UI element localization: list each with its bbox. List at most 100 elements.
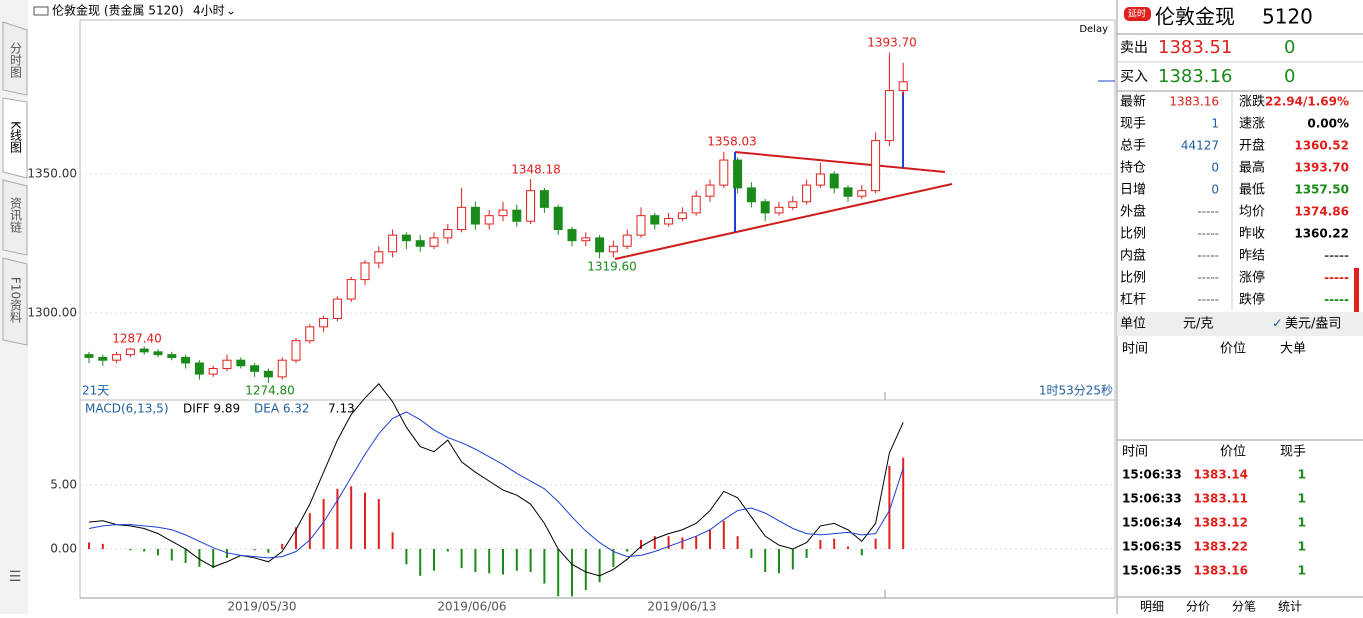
macd-bar [157,548,159,556]
candle-body [208,368,218,375]
macd-bar [488,548,491,574]
peak-label: 1348.18 [511,163,561,177]
y-tick-label: 5.00 [50,477,77,491]
candle-body [415,240,425,247]
candle-body [125,348,135,356]
candle-body [636,215,646,236]
macd-bar [791,548,794,570]
peak-label: 1287.40 [112,332,162,346]
peak-label: 1393.70 [867,36,917,50]
buy-price: 1383.16 [1158,66,1232,87]
scrollbar[interactable] [1354,268,1359,314]
quote-code: 5120 [1262,5,1313,29]
trade-time: 15:06:33 [1122,492,1182,506]
macd-bar [640,540,642,549]
macd-bar [847,546,849,549]
tab-label[interactable]: 分时图 [9,42,23,78]
candle-body [857,190,867,197]
macd-bar [101,543,104,549]
candle-body [139,348,149,353]
stat-value: 1357.50 [1294,183,1349,197]
bottom-tab[interactable]: 分笔 [1232,599,1256,614]
tab-label[interactable]: 资讯链 [9,197,23,233]
stat-label: 比例 [1120,227,1146,242]
stat-label: 跌停 [1239,292,1265,308]
candle-body [788,201,798,208]
macd-bar [253,548,256,551]
dropdown-arrow[interactable]: ⌄ [226,4,236,18]
unit-option[interactable]: 美元/盎司 [1285,317,1341,332]
macd-bar [405,548,408,565]
sell-qty: 0 [1284,37,1295,58]
macd-bar [667,536,670,549]
period[interactable]: 4小时 [193,4,225,18]
macd-bar [350,486,353,549]
candle-body [774,206,784,214]
macd-bar [764,548,767,573]
candle-body [263,370,273,378]
candle-body [664,217,674,225]
candle-body [360,262,370,281]
macd-bar [750,548,753,558]
candle-body [677,212,687,219]
macd-bar [860,548,863,556]
candle-body [871,140,881,192]
tab-label[interactable]: F10资料 [9,277,23,323]
macd-bar [778,548,780,574]
stat-label: 比例 [1120,271,1146,286]
stat-value: ----- [1197,227,1219,241]
candle-body [388,234,398,253]
countdown: 1时53分25秒 [1039,384,1113,398]
tab[interactable] [2,179,28,256]
trade-time: 15:06:35 [1122,564,1182,578]
col-header: 时间 [1122,342,1148,357]
stat-label: 内盘 [1120,248,1146,264]
macd-value: 7.13 [328,402,355,416]
macd-bar [129,548,132,551]
stat-value: 1 [1211,117,1219,131]
unit-option[interactable]: 元/克 [1183,317,1213,332]
candle-body [429,237,439,247]
candle-body [843,187,853,197]
candle-body [153,351,163,356]
stat-value: 1374.86 [1294,205,1349,219]
stat-label: 开盘 [1239,138,1265,154]
macd-bar [295,527,297,549]
candle-body [332,298,342,320]
stat-label: 最新 [1120,94,1146,110]
candle-body [305,326,315,342]
stat-value: 44127 [1181,139,1219,153]
tab-active[interactable] [2,97,28,179]
peak-label: 1358.03 [707,135,757,149]
macd-diff-line [88,383,904,577]
candle-body [567,229,577,242]
tab[interactable] [2,257,28,346]
trade-price: 1383.14 [1193,468,1248,482]
bottom-tab[interactable]: 分价 [1186,600,1210,614]
macd-bar [143,548,146,552]
candle-body [705,184,715,197]
stat-value: 0 [1211,183,1219,197]
bottom-tab[interactable]: 统计 [1278,600,1302,614]
candle-body [484,215,494,225]
candle-body [470,206,480,225]
stat-value: ----- [1197,249,1219,263]
trade-qty: 1 [1298,492,1306,506]
buy-qty: 0 [1284,66,1295,87]
candle-body [622,234,632,247]
candle-body [167,354,177,358]
bottom-tab[interactable]: 明细 [1140,600,1164,614]
stat-value: ----- [1197,293,1219,307]
stat-label: 最高 [1239,160,1265,176]
candle-body [691,195,701,214]
macd-bar [543,548,546,584]
menu-icon[interactable]: ☰ [9,569,22,585]
macd-title[interactable]: MACD(6,13,5) [85,402,169,416]
tab-label[interactable]: K线图 [9,121,23,153]
tab[interactable] [2,21,28,96]
candle-body [553,206,563,231]
macd-bar [571,548,573,597]
stat-label: 涨跌 [1239,94,1265,110]
candle-body [719,159,729,186]
stat-value: ----- [1324,249,1349,263]
